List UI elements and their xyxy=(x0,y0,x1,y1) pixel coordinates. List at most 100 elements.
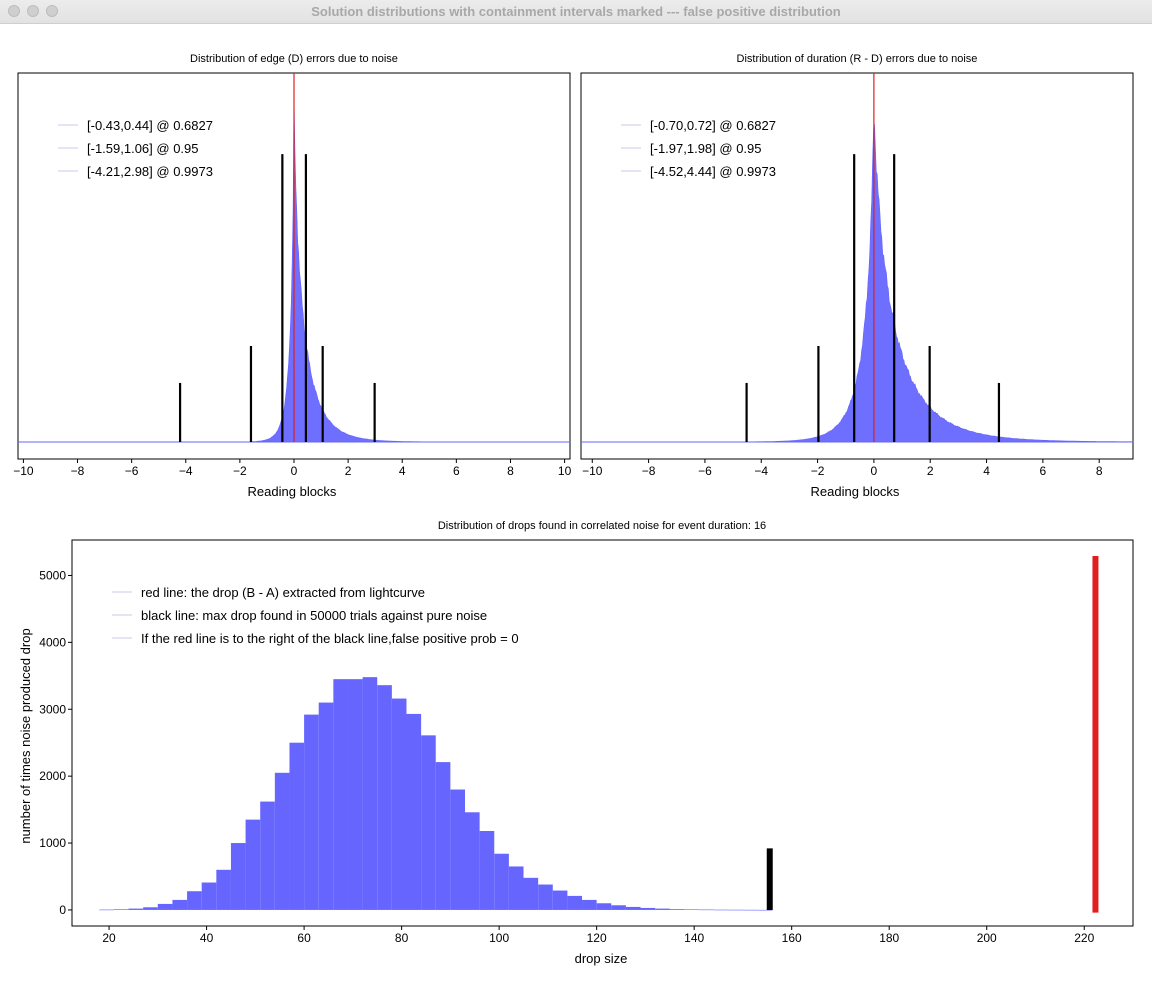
x-tick-label-duration-8: 8 xyxy=(1096,464,1103,478)
drop-histogram-bar-9 xyxy=(230,843,246,910)
x-tick-label-edge--4: −4 xyxy=(179,464,193,478)
x-tick-label-drops-40: 40 xyxy=(200,931,214,945)
x-axis-label-edge: Reading blocks xyxy=(248,484,337,499)
drop-histogram-bar-18 xyxy=(362,677,378,910)
x-tick-label-duration--8: −8 xyxy=(642,464,656,478)
x-tick-label-drops-160: 160 xyxy=(782,931,802,945)
drop-histogram-bar-15 xyxy=(318,702,334,910)
drop-histogram-bar-31 xyxy=(552,890,568,910)
x-tick-label-drops-200: 200 xyxy=(977,931,997,945)
x-tick-label-edge-10: 10 xyxy=(558,464,572,478)
drop-histogram-bar-38 xyxy=(655,908,670,910)
drop-histogram-bar-12 xyxy=(274,772,290,910)
drop-histogram-bar-13 xyxy=(289,742,305,910)
drop-histogram-bar-39 xyxy=(669,909,685,910)
x-tick-label-drops-120: 120 xyxy=(587,931,607,945)
legend-entry-duration-0: [-0.70,0.72] @ 0.6827 xyxy=(650,118,776,133)
x-tick-label-duration--6: −6 xyxy=(698,464,712,478)
x-tick-label-edge-0: 0 xyxy=(291,464,298,478)
x-tick-label-edge-4: 4 xyxy=(399,464,406,478)
x-tick-label-duration-6: 6 xyxy=(1040,464,1047,478)
x-tick-label-edge--10: −10 xyxy=(13,464,34,478)
drop-histogram-bar-11 xyxy=(260,801,275,910)
x-tick-label-edge-6: 6 xyxy=(453,464,460,478)
y-tick-label-drops-5000: 5000 xyxy=(39,568,66,582)
legend-entry-duration-2: [-4.52,4.44] @ 0.9973 xyxy=(650,164,776,179)
legend-entry-edge-2: [-4.21,2.98] @ 0.9973 xyxy=(87,164,213,179)
x-tick-label-edge--6: −6 xyxy=(125,464,139,478)
drop-histogram-bar-1 xyxy=(113,909,129,910)
y-tick-label-drops-1000: 1000 xyxy=(39,836,66,850)
drop-histogram-bar-34 xyxy=(596,903,612,910)
drop-histogram-bar-28 xyxy=(508,866,524,910)
drop-histogram-bar-22 xyxy=(421,735,436,910)
legend-entry-edge-1: [-1.59,1.06] @ 0.95 xyxy=(87,141,199,156)
plot-drops: 20 40 60 80 100 120 140 160 180 200 220 0 1000 2000 30… xyxy=(39,539,1134,945)
drop-histogram-bar-2 xyxy=(128,908,144,910)
drop-histogram-bar-7 xyxy=(201,882,217,910)
drop-histogram-bar-27 xyxy=(494,853,509,910)
drop-histogram-bar-3 xyxy=(143,907,158,910)
drop-histogram-bar-36 xyxy=(625,906,641,910)
drop-histogram-bar-17 xyxy=(347,679,363,910)
x-tick-label-duration--10: −10 xyxy=(582,464,603,478)
drop-histogram-bar-45 xyxy=(757,909,773,911)
y-tick-label-drops-4000: 4000 xyxy=(39,635,66,649)
drop-histogram-bar-0 xyxy=(99,909,114,911)
drop-histogram-bar-42 xyxy=(713,909,729,911)
drop-histogram-bar-19 xyxy=(377,685,392,910)
y-tick-label-drops-3000: 3000 xyxy=(39,702,66,716)
drop-histogram-bar-37 xyxy=(640,907,656,910)
legend-entry-drops-0: red line: the drop (B - A) extracted fro… xyxy=(141,585,425,600)
drop-histogram-bar-44 xyxy=(742,909,758,911)
y-axis-label-drops: number of times noise produced drop xyxy=(18,628,33,843)
drop-histogram-bar-30 xyxy=(538,884,553,910)
x-tick-label-edge--8: −8 xyxy=(71,464,85,478)
drop-histogram-bar-24 xyxy=(450,789,465,910)
chart-title-duration: Distribution of duration (R - D) errors … xyxy=(737,53,978,65)
x-tick-label-duration--2: −2 xyxy=(811,464,825,478)
drop-histogram-bar-4 xyxy=(157,903,173,910)
legend-entry-duration-1: [-1.97,1.98] @ 0.95 xyxy=(650,141,762,156)
legend-entry-drops-1: black line: max drop found in 50000 tria… xyxy=(141,608,487,623)
chart-title-drops: Distribution of drops found in correlate… xyxy=(438,520,766,532)
x-tick-label-drops-60: 60 xyxy=(297,931,311,945)
x-tick-label-drops-180: 180 xyxy=(879,931,899,945)
drop-histogram-bar-10 xyxy=(245,819,261,910)
plot-duration: −10 −8 −6 −4 −2 0 2 4 6 8 [-0.70,0.72] @ 0.6827 [-1… xyxy=(580,72,1134,478)
drop-histogram-bar-40 xyxy=(684,909,700,911)
x-tick-label-duration-0: 0 xyxy=(871,464,878,478)
drop-histogram-bar-23 xyxy=(435,762,451,910)
x-tick-label-edge-8: 8 xyxy=(507,464,514,478)
x-tick-label-drops-20: 20 xyxy=(102,931,116,945)
minimize-window-button[interactable] xyxy=(27,5,39,17)
drop-histogram-bar-35 xyxy=(611,905,626,910)
y-tick-label-drops-2000: 2000 xyxy=(39,769,66,783)
x-tick-label-drops-80: 80 xyxy=(395,931,409,945)
title-bar[interactable]: Solution distributions with containment … xyxy=(0,0,1152,24)
zoom-window-button[interactable] xyxy=(46,5,58,17)
drop-histogram-bar-14 xyxy=(304,714,319,910)
x-tick-label-edge-2: 2 xyxy=(345,464,352,478)
drop-histogram-bar-5 xyxy=(172,899,188,910)
drop-histogram-bar-25 xyxy=(464,812,480,910)
x-tick-label-duration--4: −4 xyxy=(754,464,768,478)
x-tick-label-drops-140: 140 xyxy=(684,931,704,945)
close-window-button[interactable] xyxy=(8,5,20,17)
drop-histogram-bar-33 xyxy=(582,899,597,910)
drop-histogram-bar-20 xyxy=(391,698,407,910)
drop-histogram-bar-41 xyxy=(699,909,714,911)
x-axis-label-duration: Reading blocks xyxy=(811,484,900,499)
x-tick-label-duration-4: 4 xyxy=(983,464,990,478)
error-histogram-duration xyxy=(581,124,1134,443)
x-axis-label-drops: drop size xyxy=(575,951,628,966)
window-title: Solution distributions with containment … xyxy=(311,4,841,19)
drop-histogram-bar-32 xyxy=(567,895,583,910)
drop-histogram-bar-6 xyxy=(187,891,202,910)
legend-entry-edge-0: [-0.43,0.44] @ 0.6827 xyxy=(87,118,213,133)
chart-title-edge: Distribution of edge (D) errors due to n… xyxy=(190,53,398,65)
x-tick-label-drops-220: 220 xyxy=(1074,931,1094,945)
drop-histogram-bar-29 xyxy=(523,877,539,910)
drop-histogram-bar-26 xyxy=(479,831,495,910)
